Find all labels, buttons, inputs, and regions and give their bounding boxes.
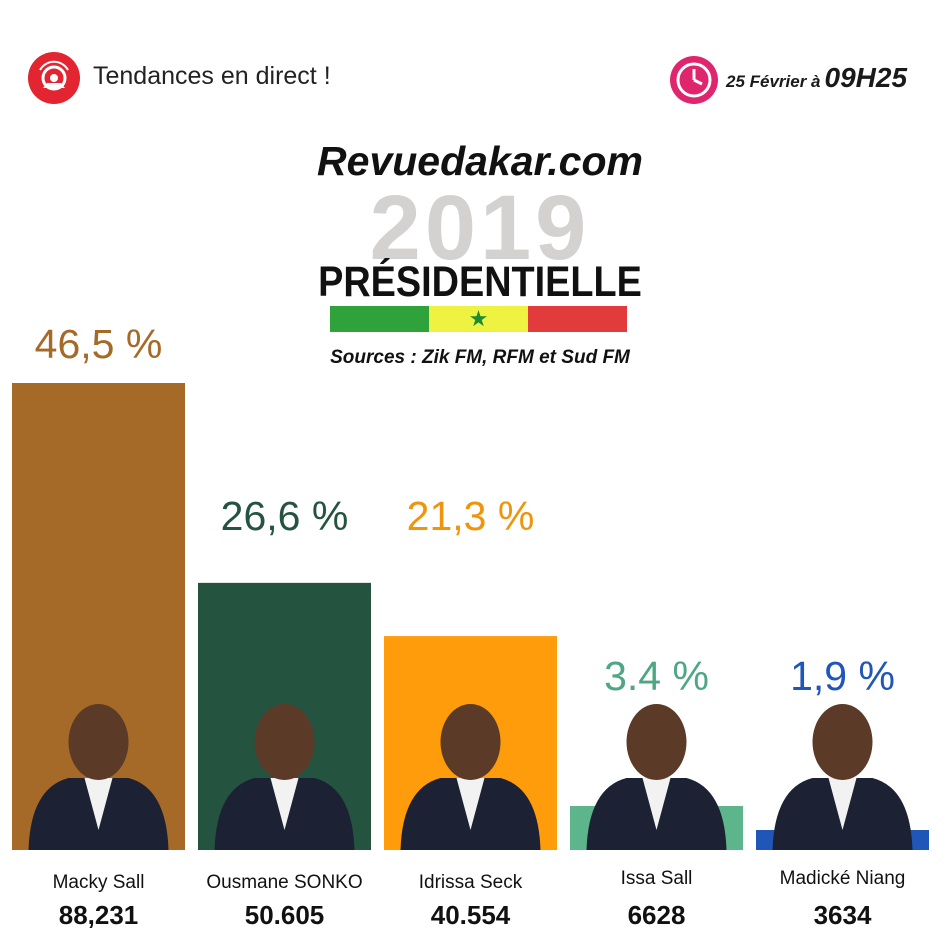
star-icon: ★ xyxy=(468,306,489,331)
candidate-photo xyxy=(400,704,541,850)
bar-value-label: 46,5 % xyxy=(35,321,163,367)
flag-green-band xyxy=(330,306,429,332)
bar-value-label: 21,3 % xyxy=(407,493,535,539)
timestamp: 25 Février à 09H25 xyxy=(726,62,907,94)
candidate-votes: 3634 xyxy=(814,900,872,930)
candidate-photo xyxy=(28,704,169,850)
senegal-flag: ★ xyxy=(330,306,627,332)
sources-label: Sources : Zik FM, RFM et Sud FM xyxy=(330,347,630,368)
bar-value-label: 3.4 % xyxy=(604,653,709,699)
flag-red-band xyxy=(528,306,627,332)
candidate-photo xyxy=(586,704,727,850)
election-label: PRÉSIDENTIELLE xyxy=(318,258,642,306)
broadcast-icon xyxy=(28,52,80,104)
candidate-votes: 88,231 xyxy=(59,900,139,930)
candidate-name: Madické Niang xyxy=(780,868,906,889)
candidate-photo xyxy=(214,704,355,850)
candidate-name: Ousmane SONKO xyxy=(206,872,362,893)
time-label: 09H25 xyxy=(824,62,908,93)
bar-value-label: 1,9 % xyxy=(790,653,895,699)
bar-value-label: 26,6 % xyxy=(221,493,349,539)
candidate-votes: 40.554 xyxy=(431,900,511,930)
candidate-name: Idrissa Seck xyxy=(419,872,523,893)
candidate-name: Macky Sall xyxy=(53,872,145,893)
year-label: 2019 xyxy=(369,177,591,279)
candidate-name: Issa Sall xyxy=(621,868,693,889)
site-title: Revuedakar.com xyxy=(317,138,643,184)
candidate-votes: 50.605 xyxy=(245,900,325,930)
candidate-votes: 6628 xyxy=(628,900,686,930)
flag-yellow-band: ★ xyxy=(429,306,528,332)
live-trends-label: Tendances en direct ! xyxy=(93,62,331,90)
candidate-photo xyxy=(772,704,913,850)
date-label: 25 Février à xyxy=(726,72,821,91)
clock-icon xyxy=(670,56,718,104)
